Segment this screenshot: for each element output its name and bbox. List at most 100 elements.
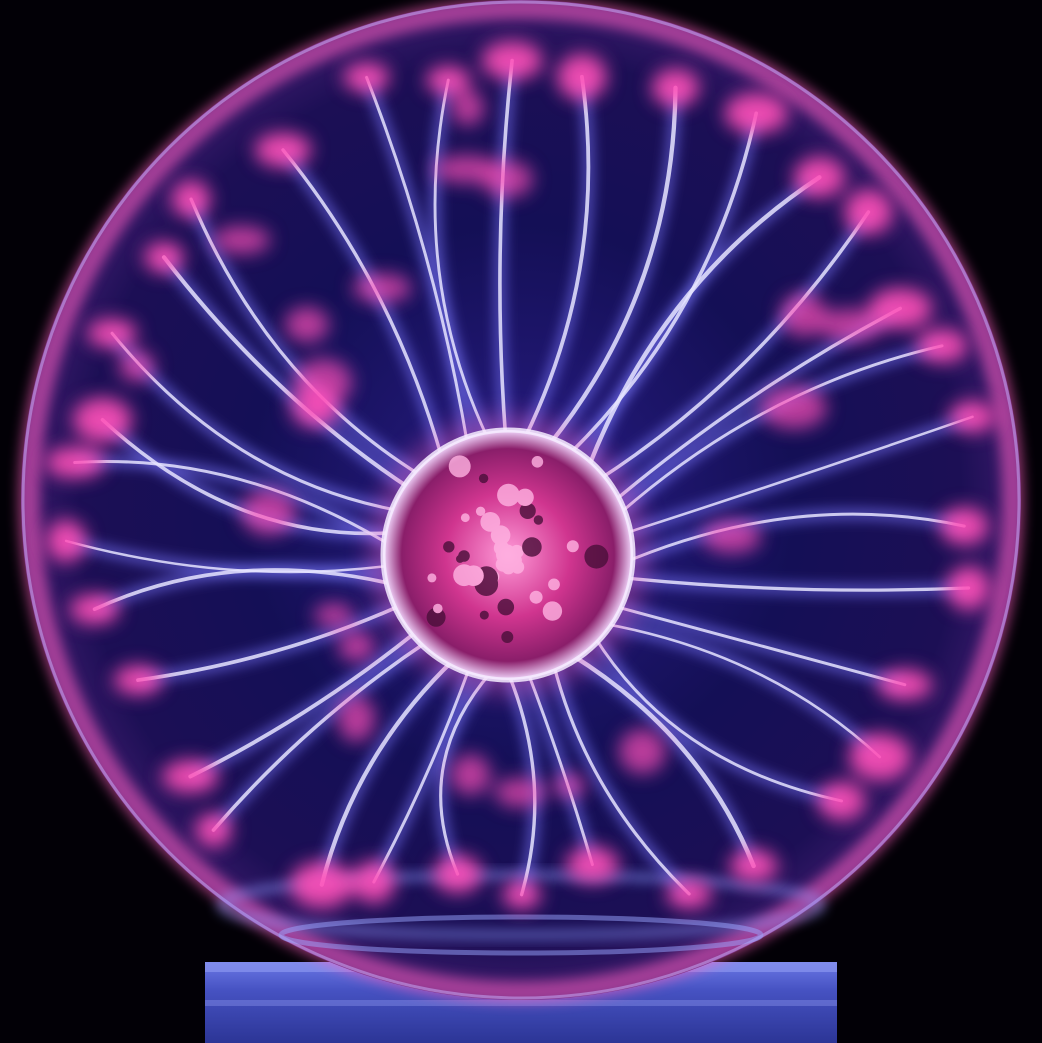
plasma-tip	[433, 855, 482, 894]
plasma-glow-spot	[451, 90, 485, 126]
plasma-tip	[946, 566, 991, 610]
core-speckle	[458, 550, 470, 562]
plasma-filaments	[64, 58, 974, 897]
plasma-filament	[211, 639, 430, 832]
plasma-filament	[552, 662, 691, 896]
plasma-glow-spot	[352, 273, 412, 303]
plasma-glow-spot	[212, 226, 271, 254]
core-speckle	[490, 525, 511, 545]
plasma-tip	[877, 669, 933, 701]
plasma-filament	[188, 628, 420, 779]
plasma-glow-spot	[494, 777, 545, 808]
plasma-tip	[87, 318, 137, 348]
core-speckle	[479, 610, 489, 620]
plasma-tip	[502, 880, 541, 910]
plasma-tip	[844, 189, 893, 235]
core-speckle	[501, 631, 514, 643]
plasma-filament	[439, 670, 493, 876]
core-speckle	[443, 541, 455, 553]
plasma-filament	[433, 78, 490, 441]
plasma-filament	[522, 74, 591, 441]
plasma-glow-spot	[818, 308, 884, 342]
plasma-filament	[100, 418, 394, 536]
plasma-tip	[113, 665, 163, 695]
plasma-filament	[612, 604, 907, 687]
core-speckle	[566, 540, 579, 553]
core-speckle	[516, 488, 534, 506]
plasma-glow-spot	[481, 160, 533, 198]
core-speckle	[542, 601, 563, 621]
plasma-filament	[569, 652, 756, 869]
plasma-filament	[592, 634, 844, 803]
plasma-tip	[817, 781, 866, 821]
plasma-tip	[666, 879, 712, 909]
plasma-glow-spot	[338, 631, 376, 662]
plasma-filament	[319, 657, 456, 887]
plasma-tip	[556, 53, 607, 100]
plasma-glow-spot	[702, 520, 761, 554]
plasma-glow-spot	[780, 293, 827, 337]
plasma-glow-spot	[289, 384, 336, 429]
core-speckle	[522, 537, 542, 557]
core-speckle	[497, 598, 515, 616]
plasma-tip	[916, 328, 968, 363]
plasma-filament	[624, 512, 966, 564]
plasma-filament	[498, 58, 514, 439]
plasma-filament	[189, 197, 423, 478]
plasma-tip	[729, 849, 778, 883]
plasma-tip	[343, 62, 390, 93]
plasma-glow-spot	[618, 728, 666, 774]
plasma-tip	[290, 861, 354, 908]
plasma-tip	[868, 287, 933, 329]
core-speckle	[448, 455, 471, 478]
core-speckle	[533, 515, 544, 525]
plasma-filament	[622, 576, 971, 592]
plasma-tip	[72, 397, 133, 443]
plasma-filament	[161, 255, 413, 491]
plasma-glow-spot	[118, 350, 155, 382]
plasma-glow-spot	[552, 773, 587, 798]
plasma-filament	[372, 665, 472, 884]
core-speckle	[497, 483, 520, 507]
plasma-tip	[724, 92, 789, 134]
plasma-tip	[949, 401, 996, 433]
core-speckle	[427, 573, 437, 583]
plasma-tip	[940, 506, 989, 546]
core-speckle	[548, 578, 560, 591]
plasma-filament	[526, 669, 594, 867]
plasma-glow-spot	[760, 386, 827, 429]
plasma-filament	[136, 603, 404, 682]
plasma-tip	[352, 860, 396, 904]
plasma-glow-spot	[284, 306, 329, 343]
core-speckle	[519, 502, 536, 519]
core-speckle	[510, 560, 525, 574]
core-speckle	[426, 607, 446, 627]
plasma-tip	[848, 733, 911, 781]
plasma-glow-spot	[314, 603, 354, 628]
core-speckle	[460, 513, 470, 523]
plasma-tip	[793, 156, 846, 198]
plasma-filament	[547, 85, 678, 447]
plasma-tip	[254, 132, 312, 168]
core-speckle	[433, 603, 443, 614]
core-speckle	[531, 456, 544, 468]
plasma-glow-spot	[337, 695, 376, 742]
plasma-tip	[651, 68, 700, 107]
plasma-tip	[481, 41, 543, 80]
core-speckle	[584, 544, 609, 569]
plasma-filament	[622, 415, 974, 535]
plasma-filament	[602, 622, 882, 759]
plasma-tip	[426, 65, 471, 95]
plasma-tip	[45, 519, 87, 563]
plasma-tip	[162, 759, 219, 794]
core-speckle	[478, 473, 489, 484]
core-speckle	[529, 590, 543, 604]
plasma-tip	[171, 180, 211, 218]
core-speckle	[480, 512, 501, 532]
plasma-tip	[144, 241, 184, 273]
core-speckle	[463, 565, 484, 586]
plasma-tip	[195, 812, 232, 848]
plasma-glow-spot	[450, 754, 491, 795]
